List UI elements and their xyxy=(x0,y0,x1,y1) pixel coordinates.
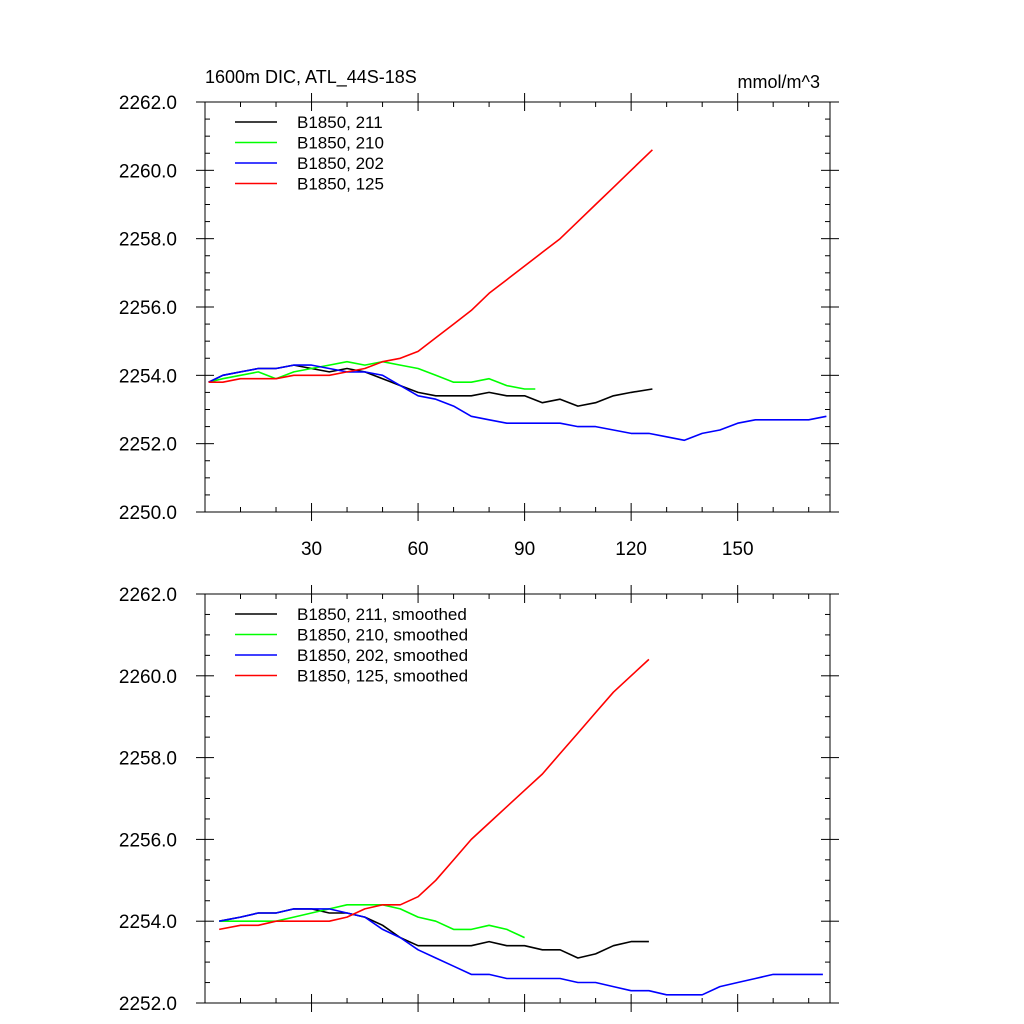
series-line-2 xyxy=(208,360,536,390)
y-tick-label: 2252.0 xyxy=(119,435,177,456)
series-line-1 xyxy=(219,908,649,959)
y-tick-label: 2260.0 xyxy=(119,161,177,182)
y-tick-label: 2262.0 xyxy=(119,93,177,114)
y-tick-label: 2252.0 xyxy=(119,994,177,1015)
series-line-4 xyxy=(219,658,650,931)
series-line-1 xyxy=(208,364,653,407)
x-tick-label: 30 xyxy=(301,539,322,560)
x-tick-label: 90 xyxy=(514,539,535,560)
legend-label-4: B1850, 125, smoothed xyxy=(297,667,468,686)
legend-label-2: B1850, 210 xyxy=(297,134,384,153)
legend-label-1: B1850, 211 xyxy=(297,113,383,132)
y-tick-label: 2260.0 xyxy=(119,667,177,688)
y-tick-label: 2256.0 xyxy=(119,298,177,319)
y-tick-label: 2254.0 xyxy=(119,366,177,387)
y-tick-label: 2258.0 xyxy=(119,230,177,251)
chart-title: 1600m DIC, ATL_44S-18S xyxy=(205,67,417,88)
bottom-panel: 2252.0 2254.0 2256.0 2258.0 2260.0 2262.0 B185… xyxy=(119,585,839,1015)
y-tick-label: 2256.0 xyxy=(119,830,177,851)
x-tick-label: 150 xyxy=(722,539,754,560)
legend-label-4: B1850, 125 xyxy=(297,175,384,194)
legend-label-3: B1850, 202 xyxy=(297,154,384,173)
series-line-3 xyxy=(208,364,827,442)
x-tick-label: 60 xyxy=(407,539,428,560)
x-tick-label: 120 xyxy=(615,539,647,560)
y-tick-label: 2254.0 xyxy=(119,912,177,933)
series-line-4 xyxy=(208,149,653,384)
y-tick-label: 2258.0 xyxy=(119,749,177,770)
units-label: mmol/m^3 xyxy=(738,72,820,92)
legend-label-2: B1850, 210, smoothed xyxy=(297,626,468,645)
series-line-3 xyxy=(219,908,823,996)
y-tick-label: 2262.0 xyxy=(119,585,177,606)
legend-label-1: B1850, 211, smoothed xyxy=(297,605,467,624)
y-tick-label: 2250.0 xyxy=(119,503,177,524)
legend-label-3: B1850, 202, smoothed xyxy=(297,646,468,665)
top-panel: 30 60 90 120 150 2250.0 2252.0 2254.0 2256.0 2258… xyxy=(119,67,839,560)
